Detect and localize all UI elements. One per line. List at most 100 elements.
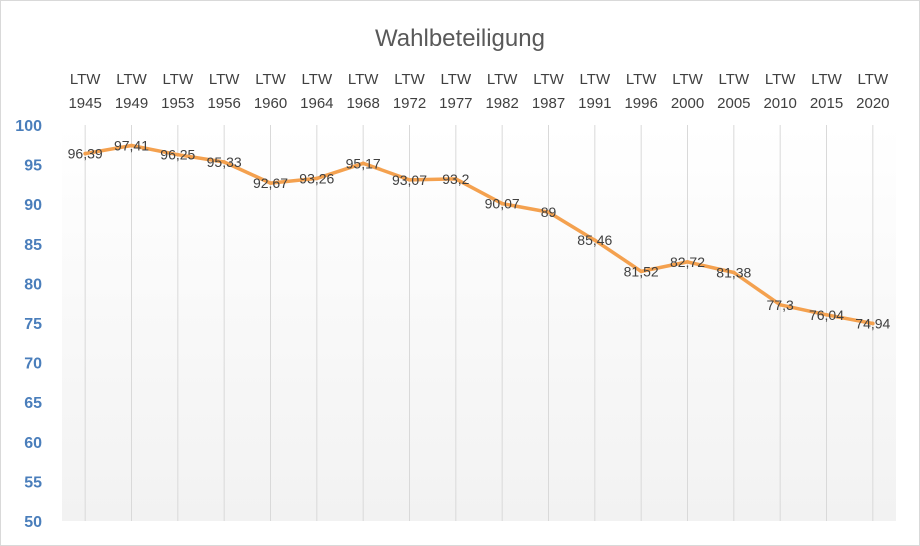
x-tick-label-line1: LTW — [765, 71, 796, 88]
data-label-13: 82,72 — [670, 254, 705, 270]
x-tick-label-line1: LTW — [672, 71, 703, 88]
x-tick-label-line1: LTW — [394, 71, 425, 88]
x-tick-label-line1: LTW — [209, 71, 240, 88]
data-point-4 — [268, 181, 273, 185]
x-tick-label-line1: LTW — [255, 71, 286, 88]
series-line-layer — [83, 143, 875, 326]
data-point-3 — [222, 160, 226, 164]
x-tick-label-line1: LTW — [580, 71, 611, 88]
chart-title: Wahlbeteiligung — [375, 25, 545, 52]
y-tick-label-70: 70 — [24, 356, 42, 373]
x-tick-label-10: LTW 1987 — [532, 71, 565, 112]
x-tick-label-16: LTW 2015 — [810, 71, 843, 112]
data-labels: 96,39 97,41 96,25 95,33 92,67 93,26 95,17 93,07… — [68, 138, 891, 332]
x-tick-label-7: LTW 1972 — [393, 71, 426, 112]
x-tick-label-15: LTW 2010 — [763, 71, 796, 112]
data-label-3: 95,33 — [207, 154, 242, 170]
x-tick-label-4: LTW 1960 — [254, 71, 287, 112]
x-tick-label-17: LTW 2020 — [856, 71, 889, 112]
x-tick-label-line1: LTW — [441, 71, 472, 88]
x-tick-label-line1: LTW — [858, 71, 889, 88]
x-tick-label-line2: 1977 — [439, 95, 472, 112]
y-tick-label-55: 55 — [24, 474, 42, 491]
data-point-16 — [824, 312, 829, 317]
data-label-4: 92,67 — [253, 175, 288, 191]
y-tick-label-95: 95 — [24, 158, 42, 175]
x-tick-label-line2: 2015 — [810, 95, 843, 112]
x-tick-label-6: LTW 1968 — [346, 71, 379, 112]
data-label-5: 93,26 — [299, 170, 334, 186]
data-label-0: 96,39 — [68, 146, 103, 162]
data-label-17: 74,94 — [855, 315, 890, 331]
x-tick-label-line2: 1991 — [578, 95, 611, 112]
y-tick-label-80: 80 — [24, 276, 42, 293]
x-tick-label-line2: 1996 — [624, 95, 657, 112]
x-tick-label-line1: LTW — [811, 71, 842, 88]
data-label-8: 93,2 — [442, 171, 469, 187]
data-label-2: 96,25 — [160, 147, 195, 163]
x-tick-label-line2: 1964 — [300, 95, 333, 112]
x-tick-label-line2: 1968 — [346, 95, 379, 112]
y-axis-ticks: 100 95 90 85 80 75 70 65 60 55 50 — [15, 118, 42, 531]
x-tick-label-line1: LTW — [163, 71, 194, 88]
data-label-15: 77,3 — [767, 297, 794, 313]
x-tick-label-1: LTW 1949 — [115, 71, 148, 112]
x-tick-label-line2: 1949 — [115, 95, 148, 112]
x-tick-label-line2: 1953 — [161, 95, 194, 112]
data-point-11 — [593, 238, 597, 242]
x-tick-label-line2: 1972 — [393, 95, 426, 112]
x-tick-label-3: LTW 1956 — [207, 71, 240, 112]
data-point-10 — [546, 210, 551, 214]
x-tick-label-13: LTW 2000 — [671, 71, 704, 112]
x-tick-label-5: LTW 1964 — [300, 71, 333, 112]
data-label-11: 85,46 — [577, 232, 612, 248]
x-tick-label-line2: 1982 — [485, 95, 518, 112]
y-tick-label-85: 85 — [24, 237, 42, 254]
data-label-1: 97,41 — [114, 138, 149, 154]
data-label-7: 93,07 — [392, 172, 427, 188]
x-tick-label-line2: 2005 — [717, 95, 750, 112]
y-tick-label-90: 90 — [24, 197, 42, 214]
data-point-14 — [732, 270, 736, 275]
series-line-0 — [83, 143, 875, 326]
data-label-14: 81,38 — [716, 264, 751, 280]
data-point-2 — [176, 152, 180, 157]
x-tick-label-line1: LTW — [626, 71, 657, 88]
x-tick-label-line2: 2020 — [856, 95, 889, 112]
x-tick-label-11: LTW 1991 — [578, 71, 611, 112]
data-label-16: 76,04 — [809, 307, 844, 323]
plot-area — [62, 125, 896, 521]
data-label-6: 95,17 — [346, 155, 381, 171]
data-point-9 — [500, 201, 504, 206]
data-point-17 — [871, 321, 875, 326]
y-tick-label-75: 75 — [24, 316, 42, 333]
x-tick-label-line1: LTW — [719, 71, 750, 88]
y-tick-label-50: 50 — [24, 514, 42, 531]
data-label-12: 81,52 — [624, 263, 659, 279]
x-axis-ticks: LTW 1945 LTW 1949 LTW 1953 LTW 1956 LTW 1960 LTW 19… — [68, 71, 889, 112]
y-tick-label-65: 65 — [24, 395, 42, 412]
x-tick-label-line2: 2010 — [763, 95, 796, 112]
x-tick-label-line1: LTW — [348, 71, 379, 88]
x-tick-label-line1: LTW — [70, 71, 101, 88]
x-tick-label-line1: LTW — [487, 71, 518, 88]
data-point-5 — [315, 176, 319, 181]
data-point-15 — [778, 302, 782, 307]
x-tick-label-line1: LTW — [302, 71, 333, 88]
data-point-0 — [83, 151, 87, 156]
data-point-7 — [407, 178, 412, 182]
x-tick-label-0: LTW 1945 — [68, 71, 101, 112]
data-point-6 — [361, 161, 365, 166]
x-tick-label-line1: LTW — [533, 71, 564, 88]
data-label-10: 89 — [541, 204, 557, 220]
data-point-8 — [454, 177, 458, 181]
x-tick-label-line2: 1987 — [532, 95, 565, 112]
y-tick-label-100: 100 — [15, 118, 42, 135]
data-point-1 — [129, 143, 134, 148]
x-tick-label-8: LTW 1977 — [439, 71, 472, 112]
x-tick-label-line2: 2000 — [671, 95, 704, 112]
x-tick-label-9: LTW 1982 — [485, 71, 518, 112]
data-label-9: 90,07 — [485, 196, 520, 212]
